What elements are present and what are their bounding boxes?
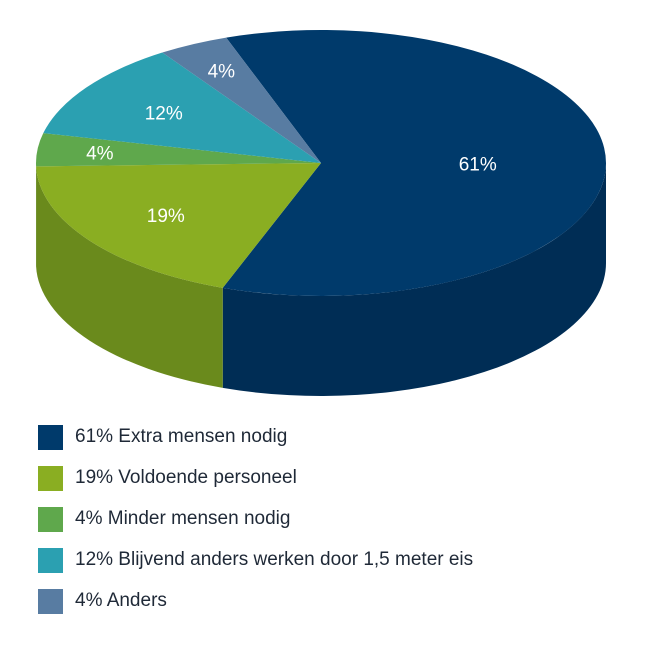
legend-swatch: [38, 506, 63, 532]
pie-chart: 61% 19% 4% 12% 4%: [36, 30, 607, 397]
legend-item: 19% Voldoende personeel: [38, 465, 473, 491]
legend-item: 12% Blijvend anders werken door 1,5 mete…: [38, 547, 473, 573]
legend-label: 12% Blijvend anders werken door 1,5 mete…: [75, 549, 474, 570]
legend-label: 4% Anders: [75, 590, 167, 611]
legend-swatch: [38, 547, 63, 573]
legend-label: 61% Extra mensen nodig: [75, 426, 288, 447]
pie-tops: [36, 30, 606, 297]
pie-slice-label: 61%: [459, 154, 497, 175]
legend-item: 4% Minder mensen nodig: [38, 506, 473, 532]
legend-item: 61% Extra mensen nodig: [38, 424, 473, 450]
pie-slice-label: 4%: [208, 61, 236, 82]
legend-swatch: [38, 424, 63, 450]
legend-swatch: [38, 588, 63, 614]
legend-swatch: [38, 465, 63, 491]
legend: 61% Extra mensen nodig 19% Voldoende per…: [38, 424, 473, 629]
pie-slice-label: 4%: [86, 144, 114, 165]
pie-side-wall: [222, 163, 607, 397]
pie-sides: [36, 163, 607, 397]
pie-slice: [36, 133, 321, 167]
legend-item: 4% Anders: [38, 588, 473, 614]
pie-slice: [162, 37, 321, 163]
pie-slice-label: 12%: [145, 103, 183, 124]
pie-side-wall: [36, 166, 223, 388]
legend-label: 4% Minder mensen nodig: [75, 508, 291, 529]
pie-slice: [36, 163, 322, 288]
pie-slice: [43, 52, 322, 163]
pie-slice-label: 19%: [147, 206, 185, 227]
legend-label: 19% Voldoende personeel: [75, 467, 297, 488]
pie-slice: [222, 30, 606, 297]
pie-labels: 61% 19% 4% 12% 4%: [86, 61, 497, 227]
